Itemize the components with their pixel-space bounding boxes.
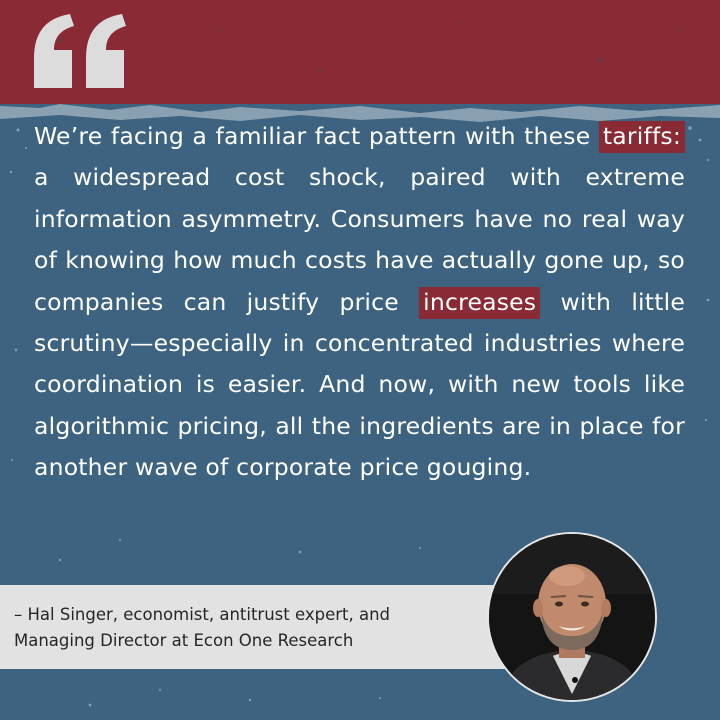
- quote-text-part: a widespread cost shock, paired with ext…: [34, 163, 685, 316]
- highlight-increases: increases: [419, 286, 541, 319]
- quote-text-part: We’re facing a familiar fact pattern wit…: [34, 122, 599, 150]
- attribution-box: – Hal Singer, economist, antitrust exper…: [0, 585, 520, 669]
- portrait-photo: [487, 532, 657, 702]
- highlight-tariffs: tariffs:: [598, 121, 685, 153]
- attribution-line-2: Managing Director at Econ One Research: [14, 631, 354, 650]
- portrait-illustration: [489, 534, 655, 700]
- attribution-line-1: – Hal Singer, economist, antitrust exper…: [14, 605, 391, 624]
- quote-mark-icon: [34, 14, 126, 88]
- quote-text: We’re facing a familiar fact pattern wit…: [34, 116, 685, 489]
- quote-text-part: with little scrutiny—especially in conce…: [34, 287, 685, 482]
